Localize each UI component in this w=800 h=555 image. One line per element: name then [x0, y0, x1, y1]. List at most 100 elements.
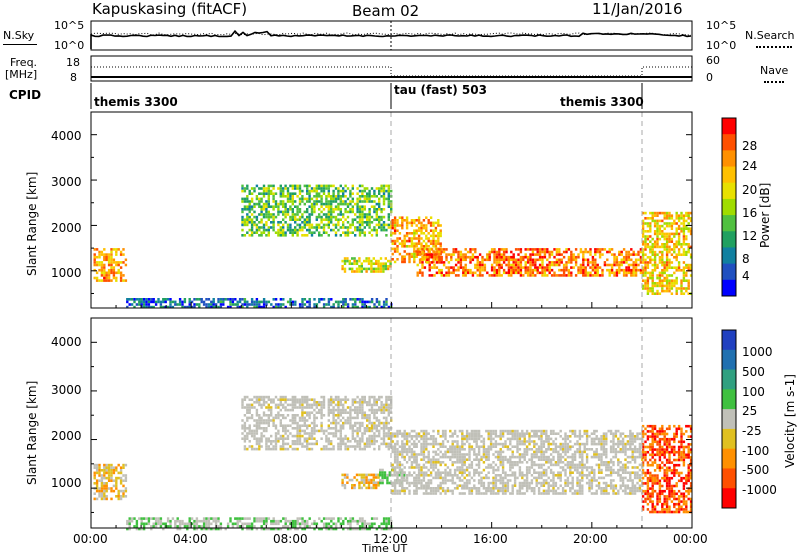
vel-cells-cell [533, 453, 535, 456]
vel-cells-cell [394, 461, 396, 464]
vel-cells-cell [157, 517, 159, 520]
vel-cells-cell [115, 487, 117, 490]
vel-cells-cell [354, 417, 356, 420]
vel-cells-cell [540, 464, 542, 467]
vel-cells-cell [512, 456, 514, 459]
power-cells-cell [431, 266, 433, 269]
power-cells-cell [644, 285, 646, 288]
power-cells-cell [549, 269, 551, 272]
power-cells-cell [337, 229, 339, 232]
power-cells-cell [342, 301, 344, 304]
vel-cells-cell [361, 414, 363, 417]
power-cells-cell [301, 229, 303, 232]
vel-cells-cell [354, 437, 356, 440]
vel-cells-cell [118, 477, 120, 480]
vel-cells-cell [401, 440, 403, 443]
power-cells-cell [430, 242, 432, 245]
vel-cells-cell [328, 406, 330, 409]
vel-cells-cell [533, 435, 535, 438]
power-cells-cell [251, 198, 253, 201]
power-cells-cell [335, 226, 337, 229]
power-cells-cell [616, 272, 618, 275]
power-cells-cell [508, 261, 510, 264]
power-cells-cell [666, 225, 668, 228]
power-cells-cell [472, 256, 474, 259]
power-cells-cell [392, 232, 394, 235]
power-cells-cell [568, 259, 570, 262]
power-cells-cell [313, 298, 315, 301]
power-cells-cell [565, 261, 567, 264]
power-cells-cell [683, 233, 685, 236]
vel-cells-cell [131, 520, 133, 523]
power-cells-cell [313, 226, 315, 229]
vel-cells-cell [385, 396, 387, 399]
vel-cells-cell [394, 490, 396, 493]
power-cells-cell [378, 192, 380, 195]
power-cells-cell [301, 190, 303, 193]
power-cells-cell [501, 274, 503, 277]
power-cells-cell [661, 287, 663, 290]
power-cells-cell [649, 277, 651, 280]
power-cells-cell [563, 269, 565, 272]
power-cells-cell [496, 256, 498, 259]
vel-cells-cell [320, 396, 322, 399]
power-cells-cell [306, 229, 308, 232]
vel-cells-cell [452, 464, 454, 467]
power-cells-cell [647, 272, 649, 275]
power-cells-cell [656, 235, 658, 238]
power-cells-cell [96, 279, 98, 282]
power-cells-cell [113, 277, 115, 280]
vel-cells-cell [392, 451, 394, 454]
vel-cells-cell [468, 490, 470, 493]
vel-cells-cell [399, 464, 401, 467]
vel-cells-cell [408, 458, 410, 461]
vel-cells-cell [246, 417, 248, 420]
power-cells-cell [688, 222, 690, 225]
power-cells-cell [356, 226, 358, 229]
power-cells-cell [688, 287, 690, 290]
power-cells-cell [628, 253, 630, 256]
vel-cells-cell [323, 525, 325, 528]
vel-cells-cell [205, 525, 207, 528]
power-cells-cell [413, 250, 415, 253]
power-cells-cell [666, 264, 668, 267]
power-cells-cell [664, 261, 666, 264]
vel-cells-cell [125, 474, 127, 477]
vel-cells-cell [359, 422, 361, 425]
power-cells-cell [668, 238, 670, 241]
power-cells-cell [113, 272, 115, 275]
vel-cells-cell [396, 464, 398, 467]
power-cells-cell [263, 192, 265, 195]
vel-cells-cell [521, 487, 523, 490]
power-cells-cell [575, 259, 577, 262]
vel-cells-cell [388, 448, 390, 451]
power-cells-cell [621, 251, 623, 254]
vel-cells-cell [492, 492, 494, 495]
vel-cells-cell [284, 437, 286, 440]
vel-cells-cell [452, 461, 454, 464]
power-cells-cell [335, 224, 337, 227]
power-cells-cell [352, 303, 354, 306]
vel-cells-cell [420, 458, 422, 461]
vel-cells-cell [483, 440, 485, 443]
vel-cells-cell [306, 440, 308, 443]
vel-cells-cell [408, 484, 410, 487]
power-cells-cell [320, 195, 322, 198]
power-cells-cell [546, 248, 548, 251]
vel-cells-cell [435, 451, 437, 454]
power-cells-cell [666, 285, 668, 288]
power-cells-cell [664, 279, 666, 282]
power-cells-cell [361, 301, 363, 304]
vel-cells-cell [373, 417, 375, 420]
vel-cells-cell [141, 523, 143, 526]
vel-cells-cell [444, 464, 446, 467]
vel-cells-cell [356, 445, 358, 448]
power-cells-cell [323, 213, 325, 216]
power-cells-cell [527, 266, 529, 269]
power-cells-cell [388, 226, 390, 229]
vel-cells-cell [249, 517, 251, 520]
vel-cells-cell [160, 520, 162, 523]
power-cells-cell [361, 303, 363, 306]
vel-cells-cell [432, 477, 434, 480]
vel-cells-cell [540, 471, 542, 474]
